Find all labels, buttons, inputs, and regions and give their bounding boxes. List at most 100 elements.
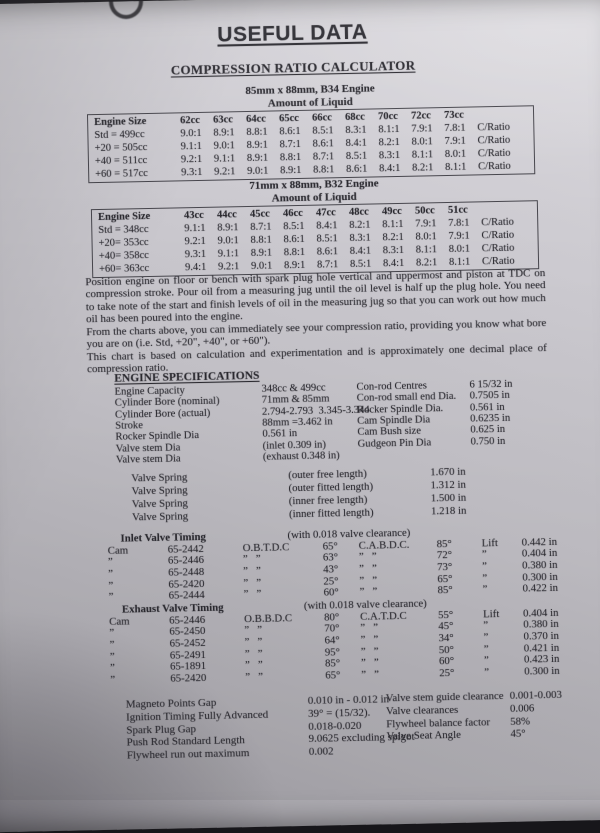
table-cell: 7.8:1 xyxy=(448,217,470,229)
table-cell: 7.9:1 xyxy=(411,123,433,135)
valve-spring-list: Valve Spring (outer free length) 1.670 in V… xyxy=(131,466,466,525)
table-cell: 9.0:1 xyxy=(250,260,273,272)
table-cell: 8.7:1 xyxy=(316,259,339,271)
table-cell: 7.9:1 xyxy=(415,218,437,230)
table-cell: 8.8:1 xyxy=(313,164,335,176)
timing-cell: ” xyxy=(484,666,490,679)
table-cell: 9.1:1 xyxy=(213,153,236,165)
table-cell: 8.9:1 xyxy=(246,139,269,152)
table-cell: 9.0:1 xyxy=(247,165,269,178)
table-cell: 7.9:1 xyxy=(444,135,467,148)
table-cell: 8.6:1 xyxy=(312,138,335,150)
spec-value: 0.7505 in xyxy=(469,390,510,402)
timing-cell: ” xyxy=(481,548,487,561)
clearance-note: (with 0.018 valve clearance) xyxy=(303,597,427,612)
column-header: 64cc xyxy=(246,113,267,126)
table-cell: 8.1:1 xyxy=(448,256,471,268)
table-cell: C/Ratio xyxy=(477,121,511,134)
table-cell: 8.0:1 xyxy=(411,136,434,148)
exhaust-valve-timing: Exhaust Valve Timing (with 0.018 valve c… xyxy=(109,596,560,687)
column-header: 43cc xyxy=(183,209,204,222)
spec-label: Valve stem Dia xyxy=(115,453,181,466)
table-cell: 8.5:1 xyxy=(349,258,372,270)
compression-table-block-b34: 85mm x 88mm, B34 Engine Amount of Liquid… xyxy=(86,79,536,184)
spec-value: 0.6235 in xyxy=(470,412,511,425)
instructions: Position engine on floor or bench with s… xyxy=(85,267,547,376)
table-cell: 9.0:1 xyxy=(217,235,239,247)
spec-value: 0.002 xyxy=(308,745,334,759)
table-cell: 8.0:1 xyxy=(444,148,467,161)
table-cell: 8.3:1 xyxy=(345,124,367,137)
timing-cell: 34° xyxy=(438,631,454,645)
bottom-specs-right: Valve stem guide clearance 0.001-0.003 Val… xyxy=(386,689,563,744)
timing-cell: 65-2420 xyxy=(170,671,207,685)
spec-value: 0.561 in xyxy=(469,401,505,414)
table-cell: 8.2:1 xyxy=(382,231,404,244)
timing-cell: ” xyxy=(483,654,489,667)
table-cell: 8.6:1 xyxy=(283,233,305,246)
table-cell: 8.7:1 xyxy=(312,151,335,163)
table-cell: 8.5:1 xyxy=(283,220,305,233)
timing-cell: 85° xyxy=(437,584,453,597)
spec-row: Valve Seat Angle 45° xyxy=(386,727,562,743)
table-cell: 8.4:1 xyxy=(345,137,368,150)
table-cell: 9.2:1 xyxy=(214,166,236,178)
exhaust-timing-heading: Exhaust Valve Timing xyxy=(121,601,224,616)
column-header: 66cc xyxy=(311,112,333,124)
column-header: 68cc xyxy=(344,111,366,124)
table-cell: 9.2:1 xyxy=(180,153,203,166)
spec-row: Gudgeon Pin Dia 0.750 in xyxy=(357,435,514,450)
table-cell: 8.8:1 xyxy=(279,151,302,164)
column-header: 47cc xyxy=(315,207,336,219)
table-cell: 8.9:1 xyxy=(250,247,273,259)
table-cell: C/Ratio xyxy=(481,242,515,255)
table-cell: 8.5:1 xyxy=(312,125,334,137)
instructions-paragraph: Position engine on floor or bench with s… xyxy=(85,267,546,326)
inlet-valve-timing: Inlet Valve Timing (with 0.018 valve cle… xyxy=(107,525,558,604)
spec-label: Gudgeon Pin Dia xyxy=(357,437,432,450)
table-cell: 8.9:1 xyxy=(283,259,306,272)
table-cell: 8.4:1 xyxy=(379,162,401,175)
spec-label: Flywheel run out maximum xyxy=(126,747,250,762)
spec-value: 0.006 xyxy=(509,702,535,715)
clearance-note: (with 0.018 valve clearance) xyxy=(287,526,411,542)
document-content: USEFUL DATA COMPRESSION RATIO CALCULATOR… xyxy=(85,21,563,763)
table-cell: 8.7:1 xyxy=(279,138,302,151)
table-cell: 8.2:1 xyxy=(412,162,434,174)
spec-value: 45° xyxy=(510,727,526,741)
table-cell: 8.5:1 xyxy=(345,150,368,163)
table-cell: 8.3:1 xyxy=(349,232,371,244)
timing-cell: 64° xyxy=(324,634,340,647)
timing-cell: ” xyxy=(483,642,489,655)
binder-ring-shadow xyxy=(109,0,143,19)
compression-table-block-b32: 71mm x 88mm, B32 Engine Amount of Liquid… xyxy=(90,174,540,279)
table-cell: 9.4:1 xyxy=(184,261,207,274)
inlet-timing-rows: Cam 65-2442 O.B.T.D.C 65° C.A.B.D.C. 85° Lift 0… xyxy=(108,536,559,604)
table-cell: 7.9:1 xyxy=(448,230,470,242)
table-cell: 8.8:1 xyxy=(250,234,272,246)
table-cell: 8.0:1 xyxy=(448,243,471,255)
exhaust-timing-rows: Cam 65-2446 O.B.B.D.C 80° C.A.T.D.C 55° Lift 0.… xyxy=(109,606,560,686)
table-cell: C/Ratio xyxy=(478,160,511,173)
table-cell: 8.9:1 xyxy=(280,164,302,177)
table-cell: 8.1:1 xyxy=(445,161,467,174)
timing-cell: 0.300 in xyxy=(524,664,560,678)
bottom-specs-left: Magneto Points Gap 0.010 in - 0.012 in Ign… xyxy=(126,693,415,763)
specs-right-column: Con-rod Centres 6 15/32 in Con-rod small e… xyxy=(356,379,513,450)
timing-cell: ” ” xyxy=(361,668,380,681)
timing-cell: 0.422 in xyxy=(522,582,559,595)
table-cell: 9.1:1 xyxy=(184,222,206,235)
table-cell: 8.4:1 xyxy=(382,257,405,270)
table-cell: 9.3:1 xyxy=(181,166,203,179)
table-cell: 8.6:1 xyxy=(316,246,339,258)
table-cell: 8.2:1 xyxy=(415,257,438,269)
table-cell: 8.6:1 xyxy=(346,163,368,176)
column-header: 44cc xyxy=(216,209,237,221)
table-cell: 8.8:1 xyxy=(246,126,268,139)
spec-value: (exhaust 0.348 in) xyxy=(262,450,340,463)
table-cell: 8.8:1 xyxy=(283,246,306,259)
spec-label: Valve Spring xyxy=(131,510,189,524)
timing-cell: ” xyxy=(483,619,489,632)
table-cell: 8.4:1 xyxy=(316,220,338,232)
